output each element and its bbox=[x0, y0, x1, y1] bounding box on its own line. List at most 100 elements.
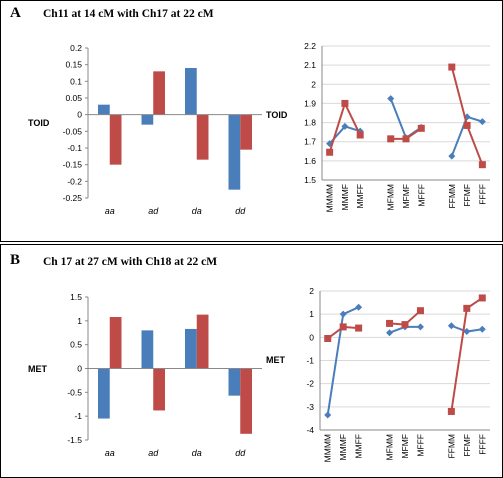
y-tick-label: 1 bbox=[77, 316, 82, 326]
y-tick-label: -0.2 bbox=[67, 176, 82, 186]
data-point bbox=[339, 323, 347, 331]
y-tick-label: -1.5 bbox=[67, 435, 82, 445]
category-label: MMMF bbox=[338, 434, 348, 460]
bar bbox=[240, 368, 252, 434]
category-label: dd bbox=[235, 448, 246, 458]
y-axis-label: TOID bbox=[28, 118, 50, 128]
y-tick-label: 0 bbox=[309, 332, 314, 342]
category-label: FFMM bbox=[447, 184, 457, 209]
data-point bbox=[416, 323, 424, 331]
bar bbox=[98, 104, 110, 115]
y-tick-label: 2.2 bbox=[304, 41, 316, 51]
data-point bbox=[339, 310, 347, 318]
chart-a-bar: 0.2 0.15 0.1 0.05 0 -0.05 -0.1 -0.15 -0.2 -0.25 TO… bbox=[28, 43, 262, 216]
category-label: MMMM bbox=[325, 184, 335, 212]
y-tick-label: 2 bbox=[311, 79, 316, 89]
category-label: FFMF bbox=[462, 434, 472, 457]
bar bbox=[109, 317, 122, 369]
data-point bbox=[356, 131, 364, 139]
category-label: MFMM bbox=[386, 184, 396, 210]
data-point bbox=[402, 135, 410, 143]
bar bbox=[153, 71, 165, 115]
bar bbox=[185, 68, 197, 115]
category-label: dd bbox=[235, 206, 246, 216]
data-point bbox=[478, 325, 486, 333]
y-tick-label: 0.5 bbox=[70, 340, 82, 350]
category-label: MMMM bbox=[323, 434, 333, 462]
category-label: MFMF bbox=[400, 434, 410, 459]
data-point bbox=[478, 294, 486, 302]
y-tick-label: 2.1 bbox=[304, 60, 316, 70]
chart-b-bar: 1.5 1 0.5 0 -0.5 -1 -1.5 MET aa ad da dd bbox=[28, 292, 262, 458]
y-axis-label: MET bbox=[266, 355, 286, 365]
y-tick-label: 1.6 bbox=[304, 156, 316, 166]
series-line bbox=[450, 297, 483, 412]
category-label: ad bbox=[148, 448, 159, 458]
y-axis-label: MET bbox=[28, 364, 48, 374]
panel-title: Ch 17 at 27 cM with Ch18 at 22 cM bbox=[43, 256, 218, 268]
data-point bbox=[478, 161, 486, 169]
data-point bbox=[386, 319, 394, 327]
bar bbox=[240, 114, 252, 150]
bar bbox=[196, 114, 209, 160]
data-point bbox=[324, 334, 332, 342]
data-point bbox=[448, 152, 456, 160]
bar bbox=[228, 114, 241, 190]
data-point bbox=[417, 124, 425, 132]
category-label: MMFF bbox=[354, 434, 364, 459]
y-tick-label: 0.05 bbox=[65, 93, 82, 103]
panel-label: A bbox=[10, 5, 21, 21]
category-label: FFFF bbox=[477, 434, 487, 455]
category-label: FFMM bbox=[446, 434, 456, 459]
bar bbox=[141, 114, 154, 125]
category-label: MMFF bbox=[355, 184, 365, 209]
data-point bbox=[478, 118, 486, 126]
data-point bbox=[448, 63, 456, 71]
panel-label: B bbox=[10, 252, 21, 268]
chart-a-line: 2.2 2.1 2 1.9 1.8 1.7 1.6 1.5 TOID MMMM MMMF MMFF MF… bbox=[266, 41, 490, 212]
y-tick-label: -2 bbox=[306, 379, 314, 389]
y-tick-label: -4 bbox=[306, 425, 314, 435]
category-label: aa bbox=[105, 448, 115, 458]
y-tick-label: 0.1 bbox=[70, 76, 82, 86]
bar bbox=[141, 330, 154, 369]
category-label: MFFF bbox=[415, 434, 425, 457]
category-label: MFMF bbox=[401, 184, 411, 209]
data-point bbox=[387, 135, 395, 143]
category-label: MMMF bbox=[340, 184, 350, 210]
category-label: ad bbox=[148, 206, 159, 216]
category-label: da bbox=[192, 206, 202, 216]
data-point bbox=[416, 307, 424, 315]
y-tick-label: 1.5 bbox=[304, 175, 316, 185]
data-point bbox=[387, 95, 395, 103]
y-tick-label: -0.25 bbox=[63, 193, 83, 203]
data-point bbox=[447, 322, 455, 330]
data-point bbox=[463, 328, 471, 336]
category-label: aa bbox=[105, 206, 115, 216]
y-tick-label: -1 bbox=[306, 356, 314, 366]
data-point bbox=[447, 407, 455, 415]
y-tick-label: 0 bbox=[77, 110, 82, 120]
y-tick-label: 0.15 bbox=[65, 60, 82, 70]
category-label: MFFF bbox=[416, 184, 426, 207]
y-tick-label: 0 bbox=[77, 364, 82, 374]
bar bbox=[185, 328, 197, 369]
y-axis-label: TOID bbox=[266, 110, 288, 120]
y-tick-label: 1.8 bbox=[304, 118, 316, 128]
y-tick-label: 0.2 bbox=[70, 43, 82, 53]
chart-b-line: 2 1 0 -1 -2 -3 -4 MET MMMM MMMF MMFF MFMM MFMF MFFF FF… bbox=[266, 286, 490, 462]
category-label: da bbox=[192, 448, 202, 458]
y-tick-label: -1 bbox=[74, 411, 82, 421]
y-tick-label: 2 bbox=[309, 286, 314, 296]
y-tick-label: 1 bbox=[309, 309, 314, 319]
bar bbox=[109, 114, 122, 165]
y-tick-label: -0.15 bbox=[63, 160, 83, 170]
data-point bbox=[341, 122, 349, 130]
y-tick-label: 1.5 bbox=[70, 292, 82, 302]
data-point bbox=[463, 121, 471, 129]
data-point bbox=[386, 329, 394, 337]
panel-title: Ch11 at 14 cM with Ch17 at 22 cM bbox=[43, 8, 214, 20]
y-tick-label: 1.9 bbox=[304, 98, 316, 108]
category-label: FFFF bbox=[477, 184, 487, 205]
